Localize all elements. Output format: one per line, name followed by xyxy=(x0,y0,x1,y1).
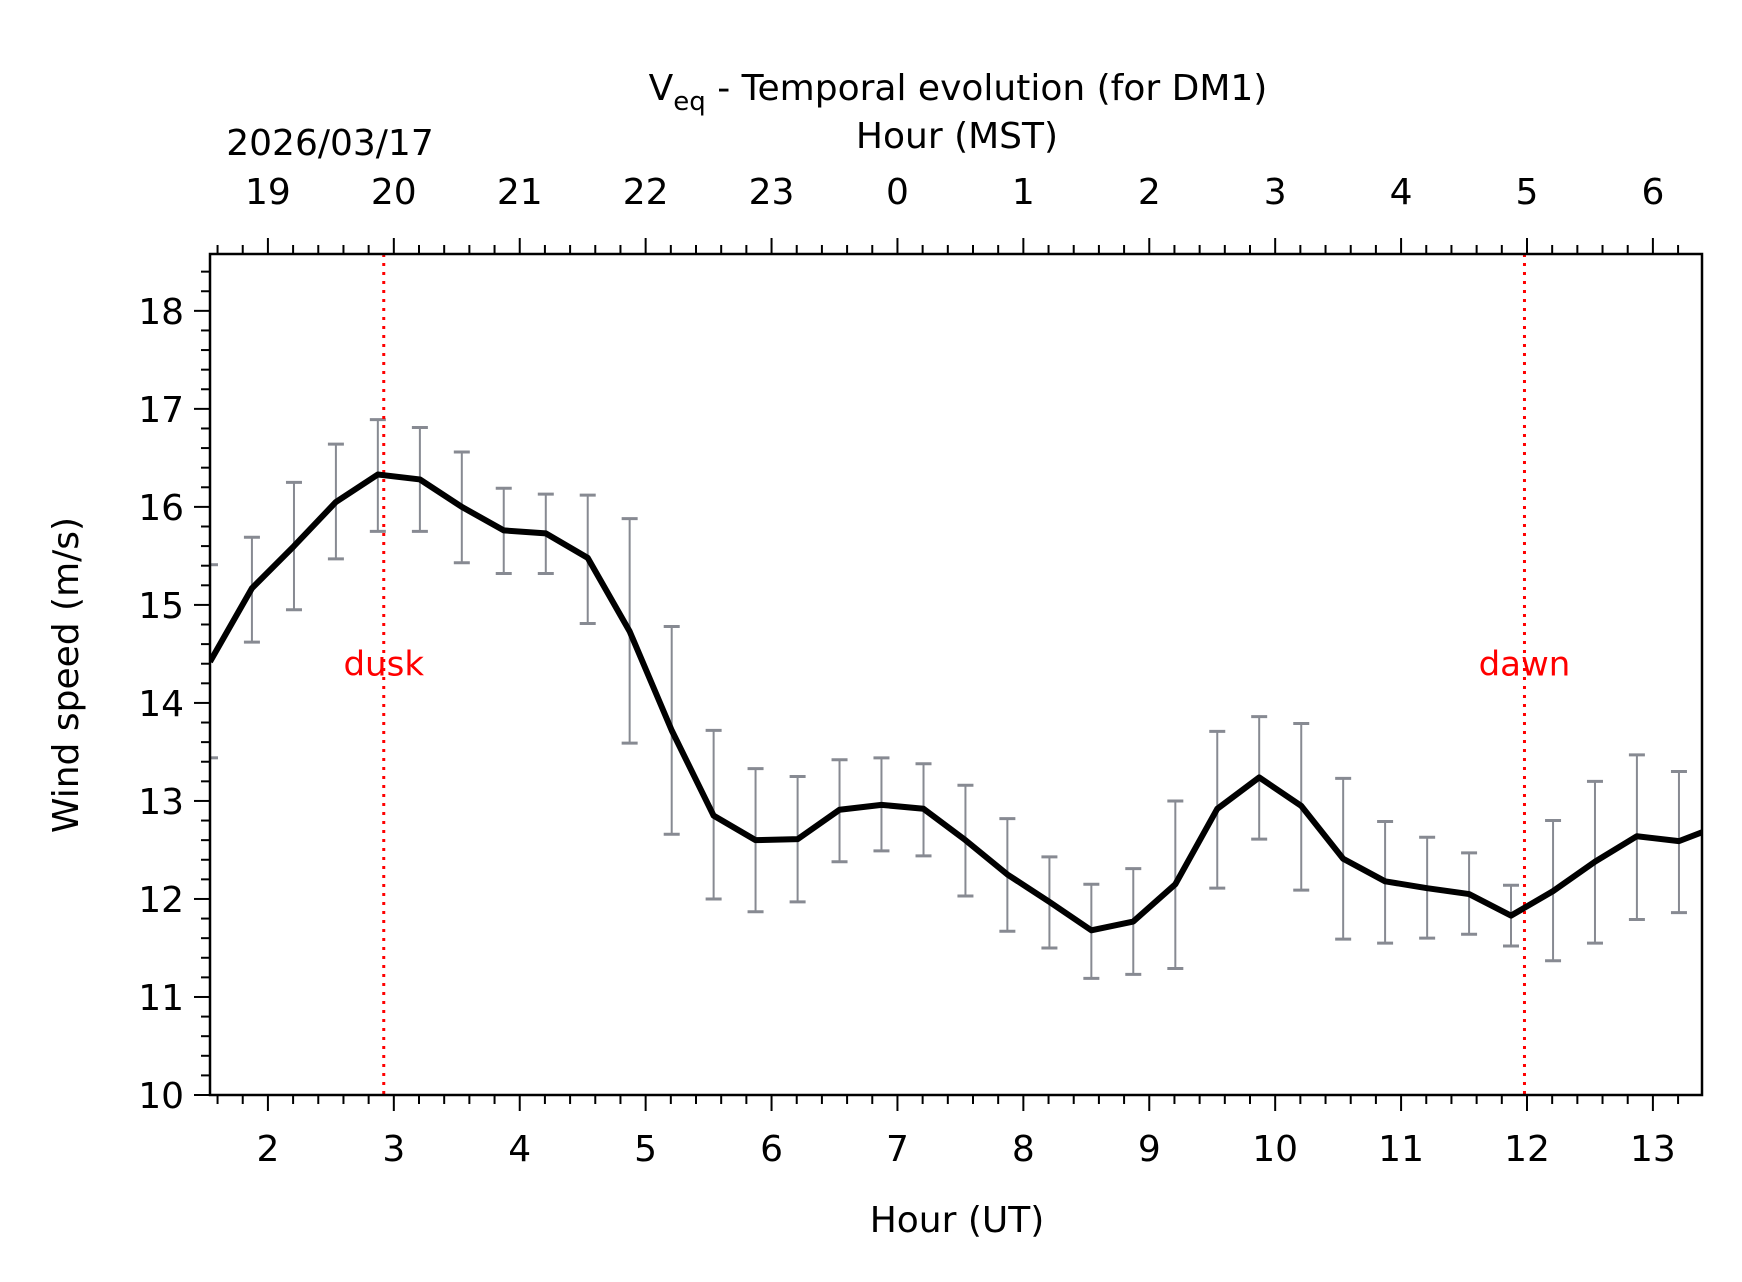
y-tick-label: 15 xyxy=(138,586,184,627)
y-axis-label: Wind speed (m/s) xyxy=(46,517,87,833)
x-tick-label: 2 xyxy=(256,1129,279,1170)
title-subscript: eq xyxy=(673,87,706,117)
top-x-tick-label: 5 xyxy=(1516,172,1539,213)
title-main: V xyxy=(649,68,674,109)
top-x-axis-label: Hour (MST) xyxy=(856,116,1058,157)
top-x-tick-label: 1 xyxy=(1012,172,1035,213)
top-x-tick-label: 23 xyxy=(749,172,795,213)
top-x-tick-label: 2 xyxy=(1138,172,1161,213)
y-tick-label: 12 xyxy=(138,880,184,921)
x-tick-label: 4 xyxy=(508,1129,531,1170)
y-tick-label: 17 xyxy=(138,390,184,431)
x-tick-label: 3 xyxy=(382,1129,405,1170)
series-line xyxy=(210,471,1702,934)
x-tick-label: 13 xyxy=(1630,1129,1676,1170)
annotation-dusk: dusk xyxy=(343,644,424,684)
x-tick-label: 6 xyxy=(760,1129,783,1170)
top-x-tick-label: 20 xyxy=(371,172,417,213)
top-x-tick-label: 22 xyxy=(623,172,669,213)
annotation-dawn: dawn xyxy=(1479,644,1571,684)
y-tick-label: 10 xyxy=(138,1076,184,1117)
x-tick-label: 9 xyxy=(1138,1129,1161,1170)
y-tick-label: 14 xyxy=(138,684,184,725)
y-tick-label: 11 xyxy=(138,978,184,1019)
x-tick-label: 12 xyxy=(1504,1129,1550,1170)
y-tick-label: 13 xyxy=(138,782,184,823)
date-label: 2026/03/17 xyxy=(226,123,434,164)
x-tick-label: 10 xyxy=(1252,1129,1298,1170)
top-x-tick-label: 0 xyxy=(886,172,909,213)
y-tick-label: 18 xyxy=(138,292,184,333)
title-rest: - Temporal evolution (for DM1) xyxy=(706,68,1268,109)
top-x-tick-label: 19 xyxy=(245,172,291,213)
x-tick-label: 7 xyxy=(886,1129,909,1170)
plot-frame xyxy=(208,252,1704,1097)
top-x-tick-label: 6 xyxy=(1641,172,1664,213)
chart-title: Veq - Temporal evolution (for DM1) xyxy=(649,68,1268,117)
top-x-tick-label: 21 xyxy=(497,172,543,213)
x-tick-label: 11 xyxy=(1378,1129,1424,1170)
x-axis-label: Hour (UT) xyxy=(870,1200,1045,1241)
error-bar xyxy=(210,563,218,760)
x-tick-label: 8 xyxy=(1012,1129,1035,1170)
top-x-tick-label: 4 xyxy=(1390,172,1413,213)
x-tick-label: 5 xyxy=(634,1129,657,1170)
top-x-tick-label: 3 xyxy=(1264,172,1287,213)
y-tick-label: 16 xyxy=(138,488,184,529)
